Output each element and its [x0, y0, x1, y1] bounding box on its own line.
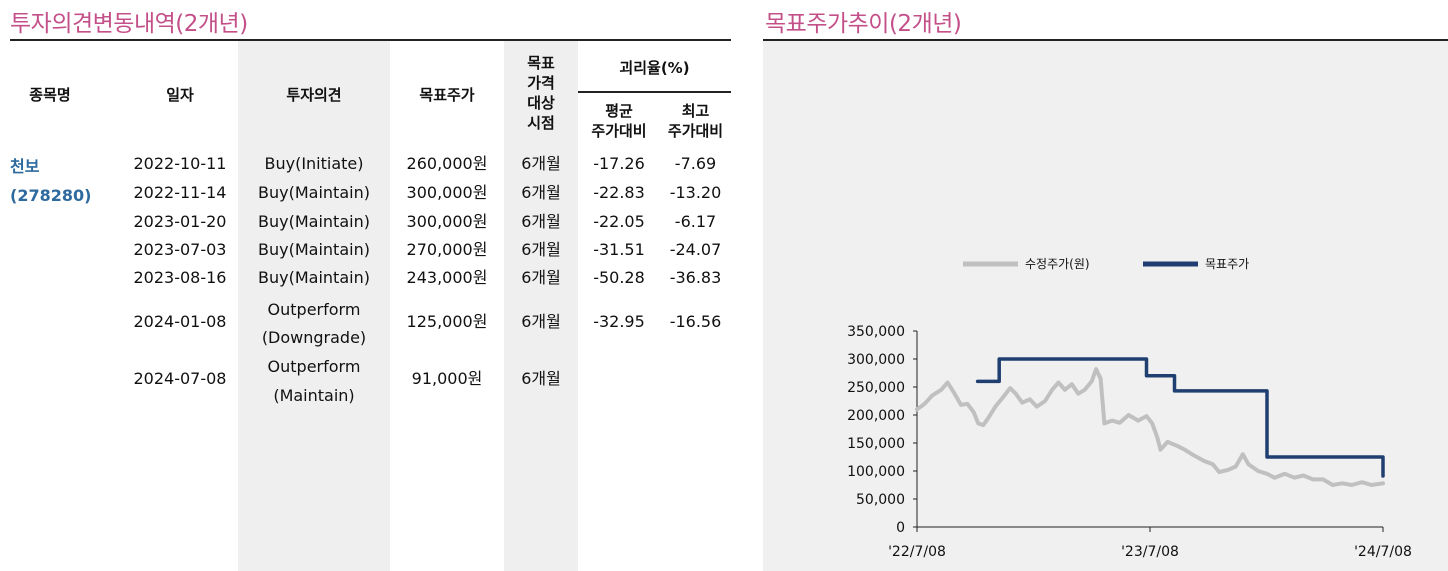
- row-period: 6개월: [521, 312, 561, 331]
- header-date: 일자: [166, 86, 194, 104]
- header-opinion: 투자의견: [286, 86, 342, 104]
- row-opinion-line: Buy(Maintain): [258, 268, 370, 287]
- row-max-gap: -16.56: [669, 312, 722, 331]
- header-target-period-line: 가격: [527, 74, 555, 92]
- row-avg-gap: -17.26: [593, 154, 645, 173]
- row-date: 2023-07-03: [133, 240, 227, 259]
- header-target-period-line: 대상: [527, 94, 555, 112]
- legend-label-price: 수정주가(원): [1025, 257, 1090, 271]
- y-tick-label: 100,000: [847, 464, 905, 480]
- row-max-gap: -24.07: [669, 240, 722, 259]
- row-avg-gap: -31.51: [593, 240, 645, 259]
- right-title-rule: [763, 39, 1448, 41]
- row-opinion-line: Buy(Maintain): [258, 212, 370, 231]
- row-period: 6개월: [521, 369, 561, 388]
- row-date: 2024-01-08: [133, 312, 227, 331]
- y-tick-label: 0: [896, 520, 905, 536]
- header-max-gap-line: 최고: [681, 102, 710, 120]
- row-opinion: Outperform (Downgrade): [238, 296, 390, 352]
- row-opinion-line: Buy(Maintain): [258, 240, 370, 259]
- header-target-period-line: 목표: [527, 54, 555, 72]
- row-period: 6개월: [521, 154, 561, 173]
- header-stock-name: 종목명: [29, 86, 71, 104]
- row-target-price: 125,000원: [406, 312, 488, 331]
- company-name: 천보: [10, 157, 40, 176]
- header-target-period: 목표 가격 대상 시점: [504, 53, 578, 133]
- period-column-shade: [504, 41, 578, 571]
- row-target-price: 91,000원: [411, 369, 483, 388]
- row-date: 2024-07-08: [133, 369, 227, 388]
- row-target-price: 260,000원: [406, 154, 488, 173]
- row-opinion: Buy(Maintain): [238, 239, 390, 261]
- x-tick-label: '24/7/08: [1354, 544, 1412, 560]
- x-tick-label: '22/7/08: [888, 544, 946, 560]
- row-target-price: 300,000원: [406, 183, 488, 202]
- header-target-price: 목표주가: [419, 86, 475, 104]
- opinion-history-table: 종목명 일자 투자의견 목표주가 목표 가격 대상 시점 괴리율(%) 평균 주…: [10, 41, 731, 571]
- y-tick-label: 350,000: [847, 324, 905, 340]
- legend-label-target: 목표주가: [1205, 257, 1249, 271]
- row-max-gap: -13.20: [669, 183, 722, 202]
- row-target-price: 270,000원: [406, 240, 488, 259]
- x-tick-label: '23/7/08: [1121, 544, 1179, 560]
- chart-axes: 0 50,000 100,000 150,000 200,000 250,000 300,0…: [847, 324, 1412, 560]
- row-avg-gap: -22.83: [593, 183, 645, 202]
- row-opinion-line: Buy(Maintain): [258, 183, 370, 202]
- header-max-gap: 최고 주가대비: [660, 101, 731, 141]
- row-max-gap: -7.69: [674, 154, 717, 173]
- y-tick-label: 200,000: [847, 408, 905, 424]
- chart-legend: 수정주가(원) 목표주가: [963, 257, 1249, 271]
- y-tick-label: 150,000: [847, 436, 905, 452]
- row-avg-gap: -50.28: [593, 268, 645, 287]
- header-avg-gap-line: 평균: [605, 102, 633, 120]
- y-tick-label: 300,000: [847, 352, 905, 368]
- row-opinion-line: Buy(Initiate): [264, 154, 364, 173]
- row-date: 2022-10-11: [133, 154, 227, 173]
- header-avg-gap-line: 주가대비: [591, 122, 647, 140]
- company-code: (278280): [10, 186, 92, 205]
- opinion-column-shade: [238, 41, 390, 571]
- target-price-chart-title: 목표주가추이(2개년): [765, 11, 962, 37]
- row-period: 6개월: [521, 268, 561, 287]
- y-tick-label: 250,000: [847, 380, 905, 396]
- row-opinion-line: Outperform: [267, 300, 361, 319]
- row-opinion: Buy(Maintain): [238, 211, 390, 233]
- row-opinion: Buy(Maintain): [238, 182, 390, 204]
- row-opinion: Buy(Initiate): [238, 153, 390, 175]
- company-label: 천보 (278280): [10, 152, 91, 210]
- target-price-series-line: [975, 357, 1385, 478]
- target-price-chart: 수정주가(원) 목표주가 0 50,000 100,000 150,000 200,000…: [763, 41, 1448, 571]
- row-date: 2023-01-20: [133, 212, 227, 231]
- y-tick-label: 50,000: [856, 492, 905, 508]
- chart-series: [915, 357, 1385, 487]
- row-opinion-line: (Maintain): [273, 386, 355, 405]
- row-target-price: 243,000원: [406, 268, 488, 287]
- header-gap-rule: [578, 91, 731, 93]
- row-opinion: Outperform (Maintain): [238, 352, 390, 410]
- row-max-gap: -36.83: [669, 268, 722, 287]
- row-avg-gap: -22.05: [593, 212, 645, 231]
- row-date: 2023-08-16: [133, 268, 227, 287]
- row-date: 2022-11-14: [133, 183, 227, 202]
- row-avg-gap: -32.95: [593, 312, 645, 331]
- price-series-line: [915, 367, 1385, 487]
- header-target-period-line: 시점: [527, 114, 555, 132]
- row-opinion-line: Outperform: [267, 357, 361, 376]
- row-period: 6개월: [521, 240, 561, 259]
- left-title-rule: [10, 39, 731, 41]
- header-max-gap-line: 주가대비: [667, 122, 724, 140]
- row-target-price: 300,000원: [406, 212, 488, 231]
- header-avg-gap: 평균 주가대비: [578, 101, 660, 141]
- chart-canvas: 수정주가(원) 목표주가 0 50,000 100,000 150,000 200,000…: [847, 257, 1412, 560]
- row-max-gap: -6.17: [674, 212, 717, 231]
- opinion-history-title: 투자의견변동내역(2개년): [10, 11, 248, 37]
- row-opinion-line: (Downgrade): [261, 328, 367, 347]
- row-period: 6개월: [521, 212, 561, 231]
- row-opinion: Buy(Maintain): [238, 267, 390, 289]
- header-gap-group: 괴리율(%): [619, 59, 690, 77]
- row-period: 6개월: [521, 183, 561, 202]
